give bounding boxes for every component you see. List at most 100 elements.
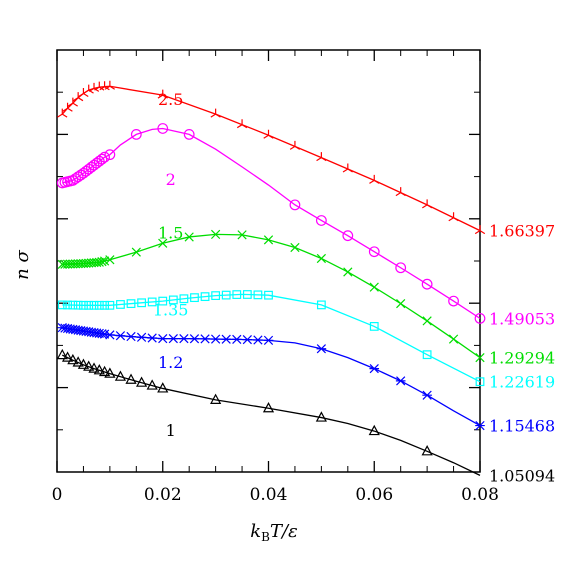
series-1_2 [57,323,485,431]
data-point [157,89,168,99]
data-point [316,253,326,264]
data-point [70,173,81,185]
data-point [242,335,253,345]
x-ticks [56,50,481,472]
data-point [474,225,486,235]
data-point [77,358,90,369]
data-point [131,247,141,257]
data-point [231,334,242,345]
data-point [147,297,157,307]
data-point [57,108,68,118]
data-point [342,230,354,242]
data-point [157,382,169,393]
series-line [61,85,481,232]
x-axis-label-rest: T/ε [270,521,298,542]
data-point [475,377,485,387]
data-point [68,300,78,310]
data-point [343,267,353,277]
data-point [62,102,73,112]
data-point [61,351,74,362]
data-point [342,163,353,173]
curve-label: 2.5 [158,90,183,109]
data-point [126,299,136,309]
data-point [448,212,459,222]
data-point [94,81,105,91]
data-point [316,344,327,354]
y-ticks [57,91,480,431]
curve-label: 2 [166,170,176,189]
data-point [84,300,94,310]
data-point [158,296,168,306]
data-point [104,80,115,90]
series-line [62,233,481,359]
data-point [183,128,195,140]
data-point [368,246,380,258]
data-point [475,353,485,363]
data-point [221,290,231,300]
curve-label: 1.35 [153,300,189,319]
data-point [315,411,327,422]
data-point [126,331,136,342]
data-point [114,370,127,381]
data-point [105,300,115,310]
series-line [62,293,481,383]
data-point [79,300,88,310]
end-value-label: 1.05094 [489,466,555,485]
data-point [211,291,221,301]
data-point [395,262,407,274]
data-point [88,362,100,373]
data-point [422,199,433,209]
data-point [369,322,379,331]
data-point [448,334,459,344]
data-point [211,229,221,240]
data-point [135,376,148,387]
data-point [237,230,247,240]
data-point [94,300,104,310]
data-point [448,295,459,307]
series-line [62,127,481,319]
data-point [83,360,95,371]
x-axis-label: kBT/ε [250,521,297,544]
data-point [210,334,221,344]
data-point [395,187,406,197]
data-point [475,420,485,431]
data-point [315,215,327,226]
data-point [421,278,433,290]
data-point [99,151,110,163]
data-point [78,87,89,97]
data-point [168,334,179,344]
data-point [253,335,263,345]
series-line [62,354,481,476]
data-point [210,108,221,118]
series-1_5 [57,229,485,363]
data-point [137,298,147,308]
curve-label: 1 [166,421,176,440]
data-point [72,171,84,183]
data-point [200,292,210,302]
series-1_35 [57,290,485,387]
data-point [115,331,126,341]
y-axis-label: n σ [12,249,33,279]
data-point [136,332,147,342]
data-point [93,364,105,375]
series-layer [56,80,486,476]
data-point [396,298,406,309]
data-point [316,300,326,310]
end-value-label: 1.22619 [489,373,555,392]
data-point [190,293,199,303]
data-point [146,379,158,390]
data-point [104,367,116,378]
data-point [289,140,301,150]
data-point [184,232,194,242]
data-point [289,199,301,211]
data-point [168,295,178,305]
data-point [232,290,242,299]
data-point [157,334,168,344]
data-point [179,334,189,344]
data-point [221,334,231,344]
data-point [290,242,300,253]
data-point [100,300,109,310]
data-point [67,174,79,186]
x-axis-label-k: k [250,521,261,542]
data-point [189,334,200,344]
